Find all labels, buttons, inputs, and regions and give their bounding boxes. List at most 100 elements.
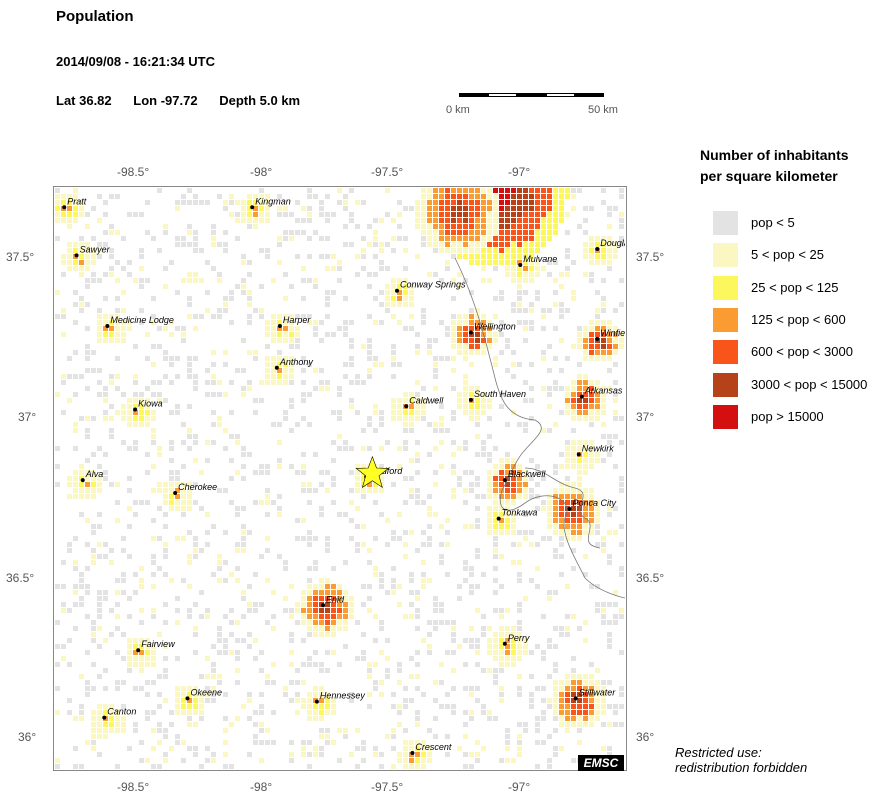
density-cell [337,416,342,421]
density-cell [547,428,552,433]
density-cell [463,578,468,583]
density-cell [415,488,420,493]
density-cell [295,338,300,343]
density-cell [325,386,330,391]
density-cell [553,302,558,307]
density-cell [571,290,576,295]
density-cell [73,302,78,307]
density-cell [265,578,270,583]
density-cell [553,464,558,469]
density-cell [559,314,564,319]
density-cell [133,446,138,451]
scale-seg [517,93,546,97]
density-cell [157,446,162,451]
depth-label: Depth 5.0 km [219,93,300,108]
density-cell [91,524,96,529]
density-cell [151,380,156,385]
density-cell [433,596,438,601]
density-cell [205,512,210,517]
density-cell [409,572,414,577]
density-cell [121,308,126,313]
density-cell [169,356,174,361]
density-cell [559,554,564,559]
density-cell [289,344,294,349]
density-cell [343,440,348,445]
density-cell [589,206,594,211]
density-cell [199,506,204,511]
density-cell [547,308,552,313]
density-cell [85,428,90,433]
density-cell [253,608,258,613]
density-cell [547,368,552,373]
density-cell [427,350,432,355]
density-cell [307,212,312,217]
density-cell [235,506,240,511]
density-cell [193,386,198,391]
density-cell [259,284,264,289]
density-cell [157,482,162,487]
density-cell [127,326,132,331]
density-cell [403,542,408,547]
density-cell [415,608,420,613]
density-cell [121,548,126,553]
density-cell [301,392,306,397]
population-map[interactable]: PrattKingmanSawyerDouglassMulvaneConway … [55,188,625,769]
density-cell [79,578,84,583]
density-cell [595,308,600,313]
density-cell [175,326,180,331]
density-cell [349,446,354,451]
density-cell [355,272,360,277]
density-cell [55,446,60,451]
density-cell [61,608,66,613]
density-cell [55,464,60,469]
density-cell [115,602,120,607]
density-cell [577,326,582,331]
density-cell [349,218,354,223]
density-cell [97,512,102,517]
density-cell [463,374,468,379]
density-cell [391,590,396,595]
density-cell [247,452,252,457]
density-cell [91,236,96,241]
density-cell [283,410,288,415]
density-cell [337,200,342,205]
density-cell [229,200,234,205]
density-cell [451,410,456,415]
density-cell [337,446,342,451]
density-cell [187,530,192,535]
density-cell [373,254,378,259]
density-cell [415,380,420,385]
density-cell [565,584,570,589]
density-cell [445,518,450,523]
density-cell [151,608,156,613]
density-cell [319,320,324,325]
density-cell [97,524,102,529]
density-cell [85,386,90,391]
density-cell [409,476,414,481]
density-cell [601,296,606,301]
density-cell [499,554,504,559]
density-cell [619,278,624,283]
density-cell [451,452,456,457]
density-cell [547,392,552,397]
density-cell [379,416,384,421]
left-tick-label: 37.5° [6,250,34,264]
density-cell [325,380,330,385]
density-cell [403,428,408,433]
density-cell [109,404,114,409]
density-cell [397,362,402,367]
density-cell [163,356,168,361]
density-cell [85,356,90,361]
density-cell [493,536,498,541]
density-cell [445,326,450,331]
density-cell [469,590,474,595]
density-cell [361,542,366,547]
density-cell [553,422,558,427]
density-cell [133,380,138,385]
density-cell [187,230,192,235]
density-cell [613,530,618,535]
density-cell [601,278,606,283]
density-cell [571,296,576,301]
density-cell [553,380,558,385]
density-cell [379,242,384,247]
